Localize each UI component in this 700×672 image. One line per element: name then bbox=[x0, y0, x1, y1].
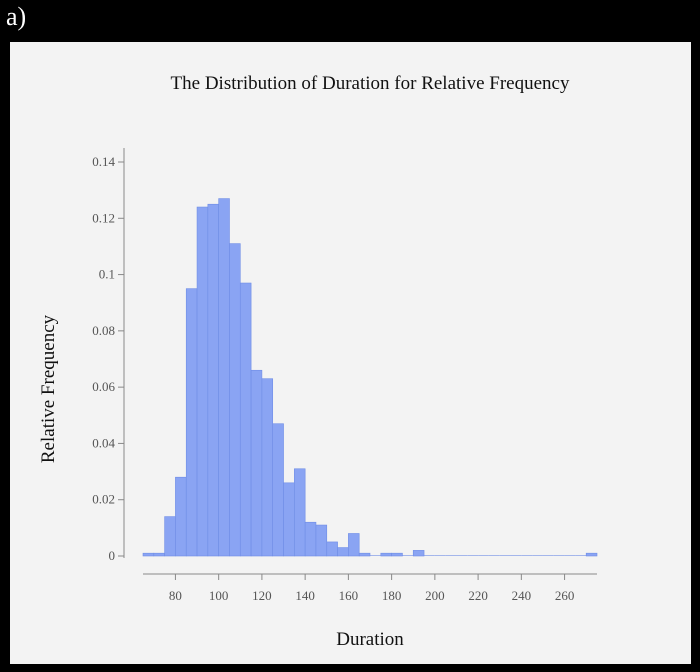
histogram-bar bbox=[250, 369, 263, 557]
histogram-bar bbox=[488, 555, 500, 556]
histogram-bar bbox=[542, 555, 554, 556]
histogram-bar bbox=[175, 476, 187, 557]
histogram-bar bbox=[564, 555, 576, 556]
histogram-bar bbox=[326, 541, 338, 557]
histogram-bar bbox=[229, 243, 241, 557]
x-axis-title: Duration bbox=[336, 629, 404, 650]
histogram-bar bbox=[337, 547, 349, 557]
histogram-bar bbox=[142, 552, 155, 557]
y-tick-label: 0.1 bbox=[99, 267, 115, 282]
histogram-bar bbox=[283, 482, 295, 557]
x-tick-label: 80 bbox=[169, 588, 182, 603]
x-tick-label: 260 bbox=[555, 588, 575, 603]
histogram-bar bbox=[207, 203, 219, 557]
histogram-bar bbox=[239, 282, 252, 557]
histogram-bar bbox=[424, 555, 435, 556]
histogram-bar bbox=[434, 555, 446, 556]
histogram-bar bbox=[402, 555, 414, 556]
y-tick-label: 0 bbox=[109, 548, 116, 563]
histogram-bar bbox=[153, 552, 165, 557]
x-tick-label: 120 bbox=[252, 588, 272, 603]
histogram-bar bbox=[304, 521, 317, 557]
x-tick-label: 100 bbox=[209, 588, 229, 603]
histogram-bar bbox=[585, 552, 598, 557]
histogram-bar bbox=[412, 550, 425, 557]
x-tick-label: 140 bbox=[295, 588, 315, 603]
histogram-bar bbox=[272, 423, 284, 557]
histogram-bar bbox=[445, 555, 457, 556]
y-tick-label: 0.08 bbox=[92, 323, 115, 338]
histogram-bar bbox=[532, 555, 543, 556]
figure-label: a) bbox=[6, 2, 27, 31]
histogram-bar bbox=[380, 552, 392, 557]
histogram-bar bbox=[348, 533, 360, 557]
bars-group bbox=[142, 198, 598, 557]
y-axis-title: Relative Frequency bbox=[38, 314, 59, 463]
y-axis: 0 0.02 0.04 0.06 0.08 0.1 0.12 0.14 bbox=[92, 148, 125, 563]
histogram-chart: The Distribution of Duration for Relativ… bbox=[38, 73, 598, 650]
histogram-bar bbox=[478, 555, 489, 556]
y-tick-label: 0.04 bbox=[92, 435, 115, 450]
x-tick-label: 240 bbox=[512, 588, 532, 603]
chart-panel: The Distribution of Duration for Relativ… bbox=[10, 42, 691, 664]
y-tick-label: 0.02 bbox=[92, 492, 115, 507]
y-tick-label: 0.06 bbox=[92, 379, 115, 394]
x-tick-label: 180 bbox=[382, 588, 402, 603]
histogram-bar bbox=[553, 555, 565, 556]
chart-title: The Distribution of Duration for Relativ… bbox=[171, 73, 570, 94]
histogram-bar bbox=[164, 516, 176, 557]
x-tick-label: 200 bbox=[425, 588, 445, 603]
histogram-bar bbox=[391, 552, 403, 557]
x-tick-label: 220 bbox=[468, 588, 488, 603]
histogram-bar bbox=[521, 555, 533, 556]
histogram-bar bbox=[196, 206, 209, 557]
histogram-bar bbox=[467, 555, 479, 556]
histogram-bar bbox=[499, 555, 511, 556]
histogram-bar bbox=[315, 524, 328, 557]
histogram-bar bbox=[185, 288, 198, 557]
histogram-bar bbox=[261, 378, 274, 557]
histogram-bar bbox=[575, 555, 587, 556]
histogram-bar bbox=[294, 468, 306, 557]
x-tick-label: 160 bbox=[339, 588, 359, 603]
y-tick-label: 0.14 bbox=[92, 154, 115, 169]
histogram-bar bbox=[510, 555, 522, 556]
histogram-bar bbox=[456, 555, 468, 556]
x-axis: 80 100 120 140 160 180 200 220 240 260 bbox=[143, 573, 597, 603]
histogram-bar bbox=[218, 198, 230, 557]
histogram-bar bbox=[358, 552, 371, 557]
histogram-bar bbox=[370, 555, 381, 556]
y-tick-label: 0.12 bbox=[92, 210, 115, 225]
